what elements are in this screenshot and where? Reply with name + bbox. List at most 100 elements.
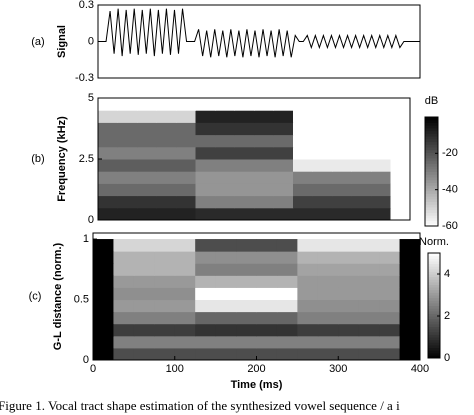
heat-cell	[113, 239, 135, 252]
heat-cell	[254, 207, 274, 221]
heat-cell	[195, 299, 217, 313]
colorbar-step	[428, 355, 440, 359]
heat-cell	[195, 347, 217, 361]
heat-cell	[312, 134, 333, 148]
colorbar-step	[425, 146, 438, 151]
colorbar-step	[428, 284, 440, 288]
heat-cell	[98, 171, 118, 184]
colorbar-step	[428, 344, 440, 348]
colorbar-step	[425, 141, 438, 145]
heat-cell	[390, 195, 411, 209]
heat-cell	[254, 159, 274, 172]
colorbar-step	[425, 122, 438, 126]
heat-cell	[234, 122, 255, 136]
heat-cell	[234, 207, 255, 221]
heat-cell	[256, 335, 278, 349]
colorbar-step	[428, 305, 440, 309]
heat-cell	[93, 335, 114, 349]
heat-cell	[113, 299, 135, 313]
heat-cell	[156, 207, 177, 221]
heat-cell	[195, 251, 217, 264]
colorbar-step	[428, 276, 440, 280]
heat-cell	[332, 159, 352, 172]
colorbar-step	[428, 266, 440, 270]
heat-cell	[174, 323, 196, 337]
heat-cell	[273, 98, 294, 111]
colorbar-step	[428, 253, 440, 257]
heat-cell	[133, 275, 155, 288]
colorbar-step	[425, 204, 438, 208]
heat-cell	[215, 239, 237, 252]
heat-cell	[312, 122, 333, 136]
heat-cell	[276, 263, 298, 276]
heat-cell	[156, 98, 177, 111]
heat-cell	[297, 251, 319, 264]
heat-cell	[156, 134, 177, 148]
heat-cell	[98, 159, 118, 172]
colorbar-step	[425, 160, 438, 164]
heat-cell	[297, 311, 319, 325]
heat-cell	[254, 183, 274, 197]
heat-cell	[297, 347, 319, 361]
heat-cell	[215, 299, 237, 313]
heat-cell	[133, 347, 155, 361]
heat-cell	[273, 159, 294, 172]
heat-cell	[351, 134, 372, 148]
heat-cell	[236, 299, 257, 313]
heat-cell	[297, 275, 319, 288]
colorbar-step	[425, 166, 438, 170]
heat-cell	[390, 134, 411, 148]
colorbar-step	[425, 217, 438, 222]
heat-cell	[351, 110, 372, 123]
heat-cell	[317, 347, 339, 361]
heat-cell	[215, 311, 237, 325]
heat-cell	[133, 323, 155, 337]
x-tick-label: 200	[247, 363, 265, 375]
heat-cell	[371, 171, 391, 184]
heat-cell	[176, 171, 196, 184]
heat-cell	[174, 335, 196, 349]
heat-cell	[399, 347, 421, 361]
heat-cell	[195, 239, 217, 252]
heat-cell	[98, 122, 118, 136]
heat-cell	[234, 98, 255, 111]
colorbar-step	[428, 323, 440, 327]
heat-cell	[234, 195, 255, 209]
colorbar-tick-label: 4	[444, 268, 450, 280]
heat-cell	[273, 146, 294, 160]
colorbar-step	[428, 313, 440, 317]
plot-frame	[97, 4, 421, 79]
heat-cell	[236, 287, 257, 301]
heat-cell	[273, 122, 294, 136]
heat-cell	[390, 146, 411, 160]
heat-cell	[256, 275, 278, 288]
heat-cell	[276, 323, 298, 337]
heat-cell	[133, 311, 155, 325]
x-tick-label: 400	[411, 363, 429, 375]
heat-cell	[195, 335, 217, 349]
colorbar-step	[425, 179, 438, 183]
heat-cell	[276, 251, 298, 264]
colorbar-step	[425, 119, 438, 123]
y-tick-label: 0	[83, 354, 89, 366]
heat-cell	[379, 335, 401, 349]
colorbar-step	[425, 168, 438, 172]
heat-cell	[254, 122, 274, 136]
heat-cell	[273, 207, 294, 221]
heat-cell	[195, 134, 216, 148]
panel-label: (c)	[29, 290, 42, 302]
heat-cell	[154, 287, 176, 301]
colorbar-step	[428, 295, 440, 299]
heat-cell	[174, 251, 196, 264]
heat-cell	[195, 311, 217, 325]
heat-cell	[117, 195, 138, 209]
heat-cell	[351, 183, 372, 197]
colorbar-step	[428, 287, 440, 291]
heat-cell	[297, 287, 319, 301]
colorbar-step	[428, 352, 440, 356]
heat-cell	[215, 110, 235, 123]
colorbar-step	[425, 157, 438, 162]
heat-cell	[293, 134, 313, 148]
heat-cell	[117, 207, 138, 221]
